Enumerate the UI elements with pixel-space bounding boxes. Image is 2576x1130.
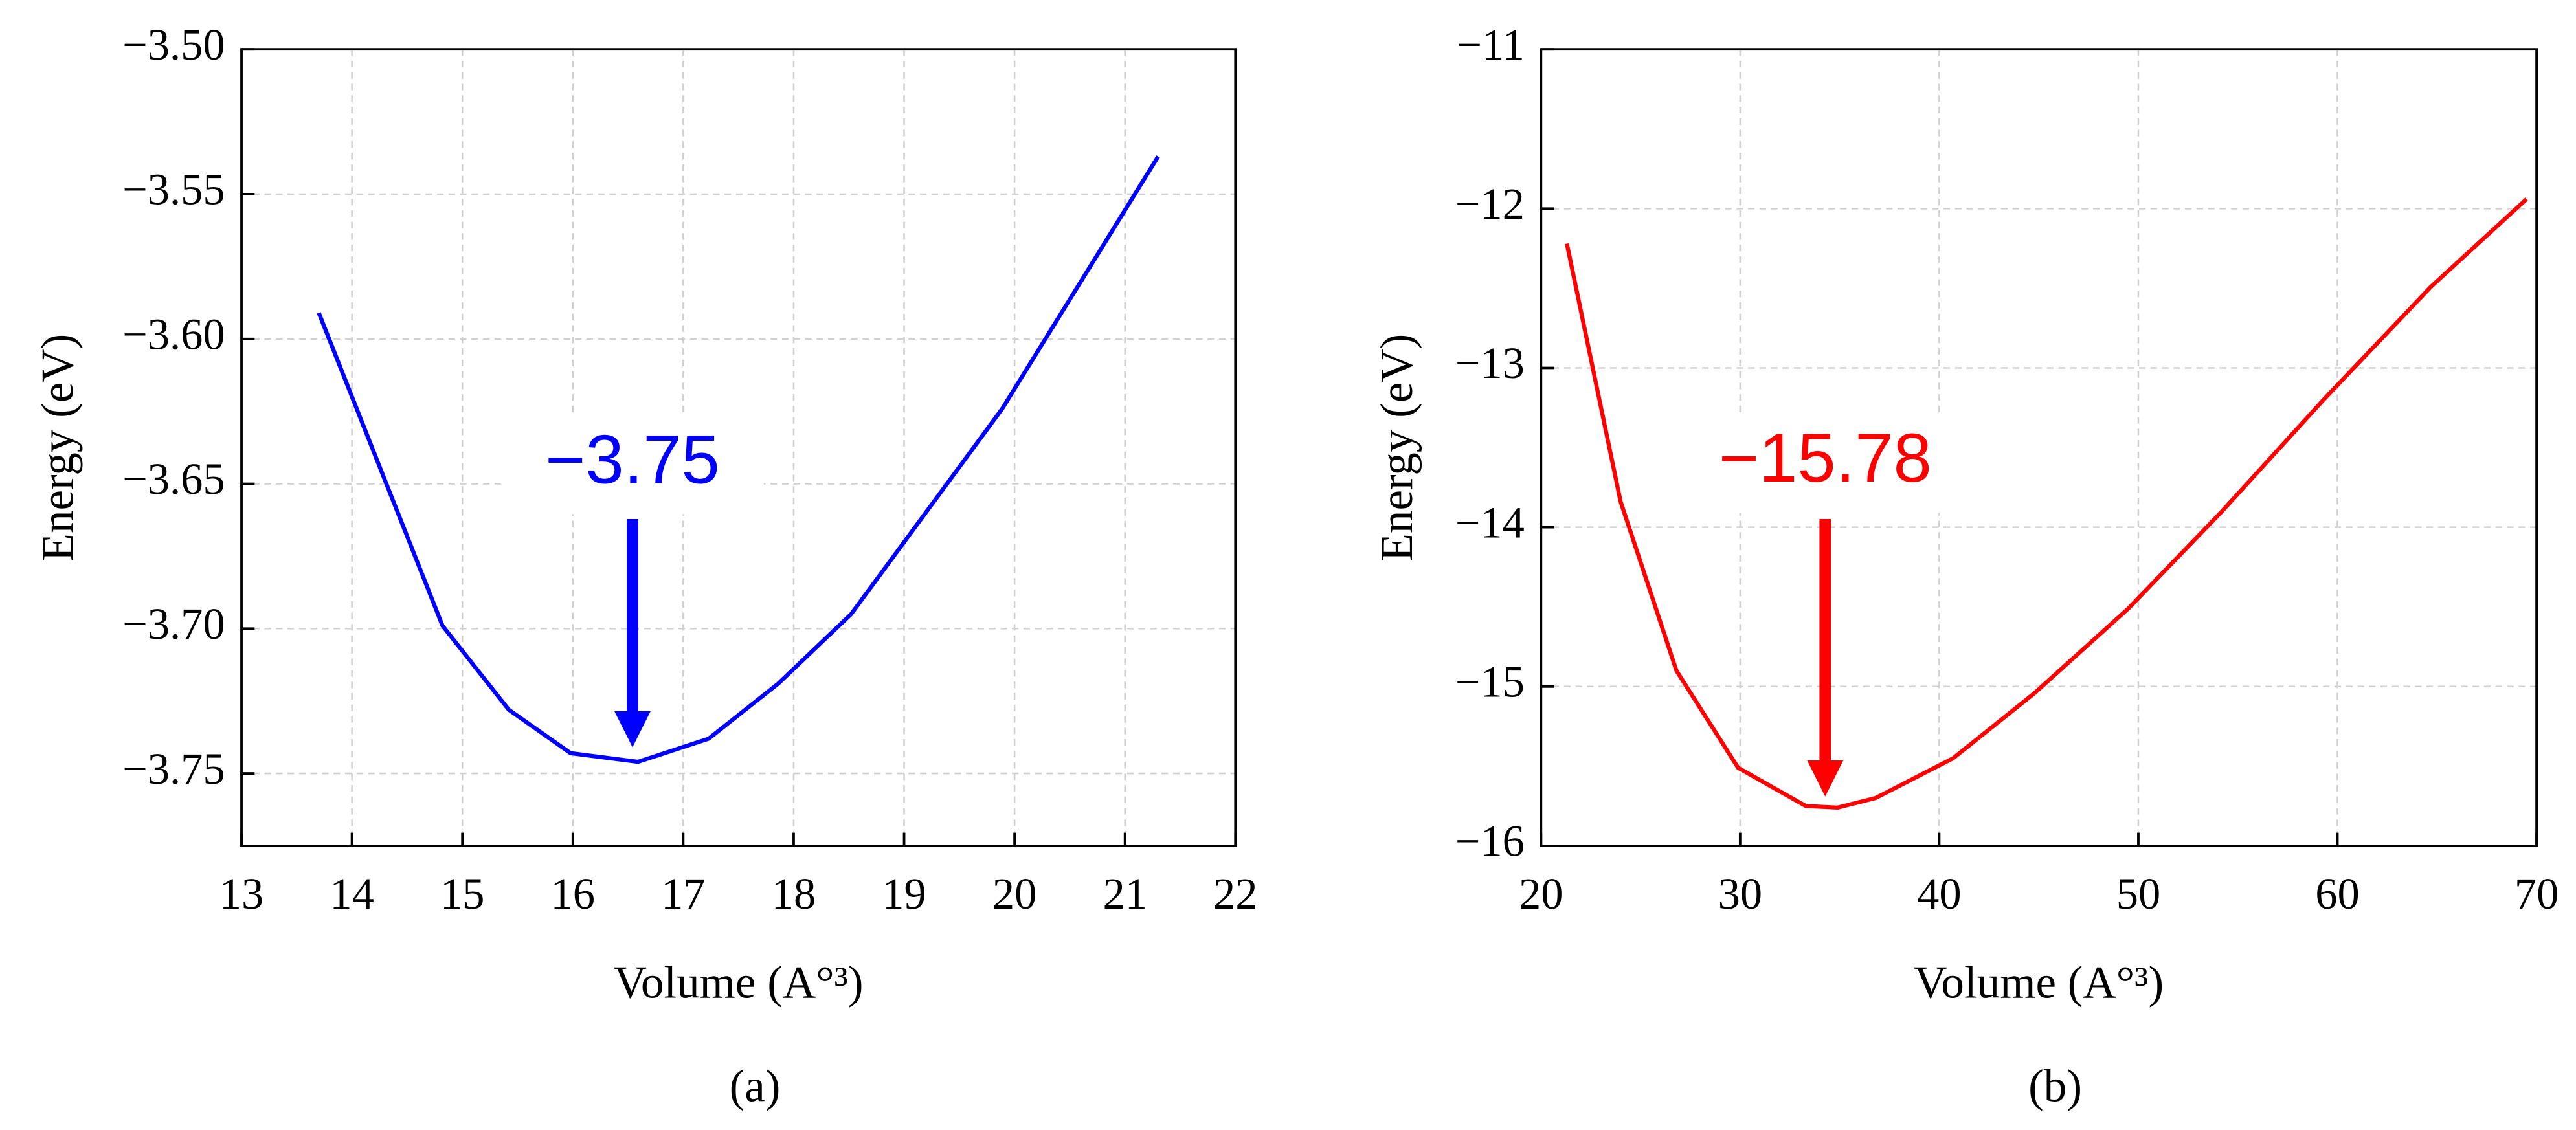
y-tick-label: −3.65 [122,454,225,504]
y-tick-label: −3.55 [122,165,225,214]
x-tick-label: 30 [1718,869,1763,918]
y-tick-label: −3.60 [122,309,225,359]
x-tick-label: 16 [551,869,596,918]
data-line [317,155,1160,764]
annotation: −3.75 [545,421,720,498]
plot-frame [1540,48,2538,847]
annotation-arrow-head [1807,760,1844,797]
x-tick-label: 50 [2116,869,2161,918]
x-tick-label: 20 [992,869,1037,918]
annotation: −15.78 [1719,419,1932,496]
annotation-bg [1694,414,1957,513]
x-tick-label: 19 [882,869,926,918]
x-tick-label: 13 [219,869,264,918]
x-tick-label: 15 [440,869,485,918]
x-tick-label: 14 [330,869,374,918]
y-tick-label: −14 [1455,498,1525,547]
x-tick-label: 40 [1917,869,1962,918]
annotation-arrow-head [614,711,651,748]
x-tick-label: 17 [661,869,706,918]
y-tick-label: −12 [1455,179,1525,228]
caption: (a) [730,1061,781,1111]
y-axis-label: Energy (eV) [1372,334,1422,562]
y-axis-label: Energy (eV) [33,334,84,562]
y-tick-label: −3.75 [122,744,225,793]
x-tick-label: 20 [1519,869,1563,918]
y-tick-label: −3.50 [122,20,225,69]
y-tick-label: −16 [1455,817,1525,866]
annotation-bg [500,415,764,515]
x-axis-label: Volume (A°³) [1914,957,2164,1008]
x-tick-label: 22 [1213,869,1258,918]
x-tick-label: 21 [1103,869,1147,918]
x-tick-label: 70 [2514,869,2559,918]
x-axis-label: Volume (A°³) [614,957,864,1008]
y-tick-label: −15 [1455,658,1525,707]
x-tick-label: 18 [772,869,816,918]
y-tick-label: −3.70 [122,599,225,648]
plot-frame [240,48,1237,847]
y-tick-label: −11 [1457,20,1525,69]
data-line [1565,197,2528,810]
y-tick-label: −13 [1455,338,1525,388]
caption: (b) [2028,1061,2082,1111]
x-tick-label: 60 [2315,869,2360,918]
